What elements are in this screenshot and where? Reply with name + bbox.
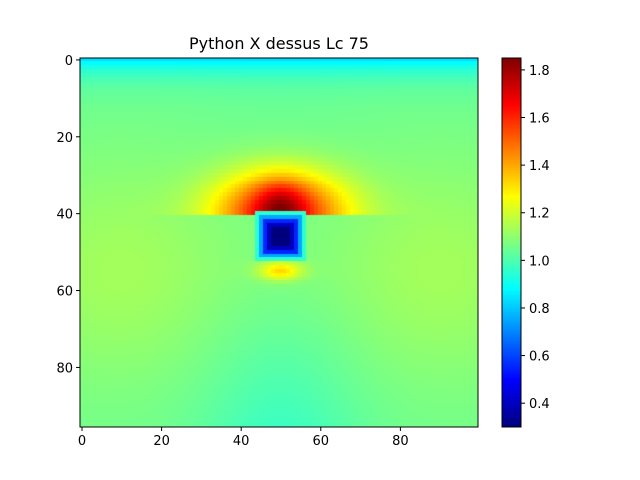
y-axis: 0 20 40 60 80 [56,54,80,376]
colorbar-tick-label: 0.6 [529,350,550,365]
colorbar-tick-label: 1.4 [529,159,550,174]
y-tick-label: 20 [56,131,73,146]
x-tick-label: 20 [153,434,170,449]
colorbar: 0.4 0.6 0.8 1.0 1.2 1.4 1.6 1.8 [501,57,550,428]
colorbar-tick-label: 1.0 [529,254,550,269]
heatmap-image [80,58,478,427]
colorbar-tick-label: 1.8 [529,64,550,79]
x-axis: 0 20 40 60 80 [78,427,409,449]
x-tick-label: 60 [313,434,330,449]
colorbar-axis: 0.4 0.6 0.8 1.0 1.2 1.4 1.6 1.8 [521,64,550,412]
x-tick-label: 80 [392,434,409,449]
plot-frame [79,57,479,428]
colorbar-tick-label: 0.4 [529,397,550,412]
heatmap-plot [79,57,479,428]
y-tick-label: 60 [56,285,73,300]
colorbar-gradient [502,58,521,427]
colorbar-tick-label: 0.8 [529,302,550,317]
colorbar-tick-label: 1.2 [529,207,550,222]
y-tick-label: 40 [56,208,73,223]
chart-title: Python X dessus Lc 75 [189,34,369,53]
x-tick-label: 0 [78,434,86,449]
y-tick-label: 0 [65,54,73,69]
colorbar-frame [501,57,522,428]
y-tick-label: 80 [56,361,73,376]
colorbar-tick-label: 1.6 [529,112,550,127]
x-tick-label: 40 [233,434,250,449]
